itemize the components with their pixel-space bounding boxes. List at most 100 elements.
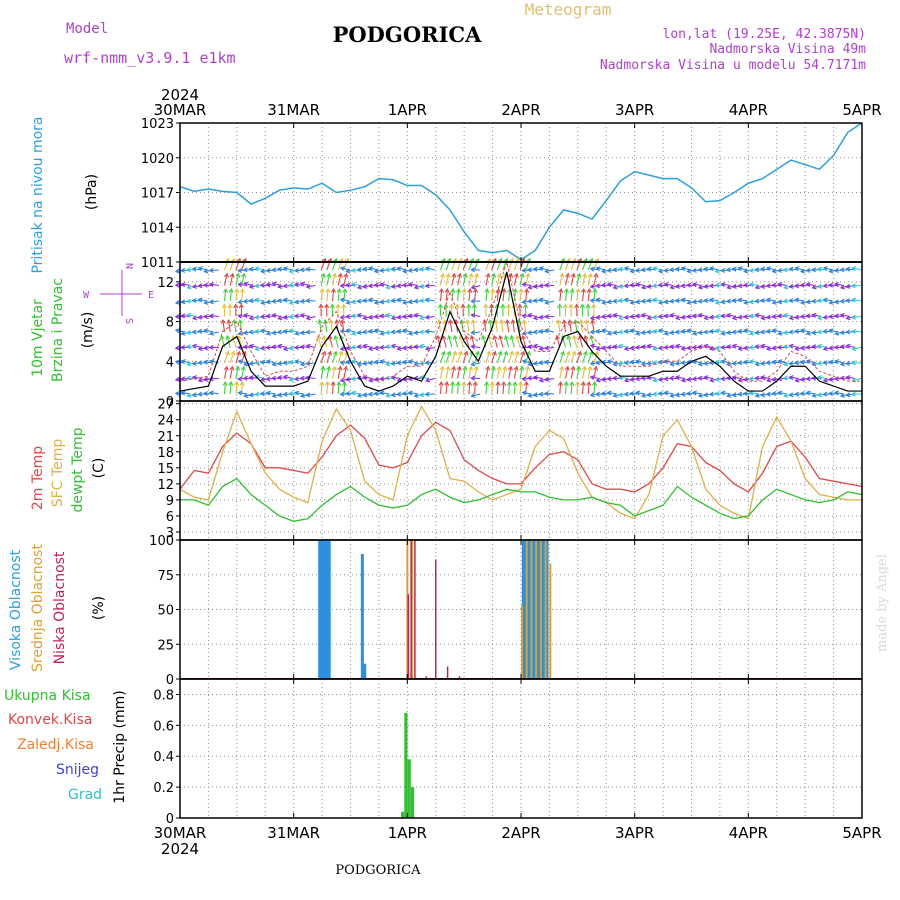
wind-arrow xyxy=(198,298,208,302)
wind-arrow-head xyxy=(277,266,282,272)
wind-arrow xyxy=(425,315,435,319)
wind-arrow-head xyxy=(407,359,414,365)
wind-arrow-head xyxy=(336,380,342,386)
wind-arrow-head xyxy=(491,350,497,356)
wind-arrow xyxy=(582,351,587,364)
wind-arrow-head xyxy=(663,376,669,382)
wind-arrow-head xyxy=(743,268,749,274)
wind-arrow xyxy=(559,273,564,286)
wind-arrow xyxy=(462,289,466,302)
y-tick-label: 9 xyxy=(166,494,174,509)
dewpt-line xyxy=(180,477,863,522)
wind-arrow-head xyxy=(221,303,227,309)
wind-arrow-head xyxy=(379,267,385,273)
wind-arrow-head xyxy=(800,299,806,305)
wind-arrow-head xyxy=(424,283,430,289)
wind-arrow-head xyxy=(521,359,527,365)
wind-arrow-head xyxy=(485,365,491,371)
wind-arrow-head xyxy=(402,314,407,320)
wind-arrow-head xyxy=(318,303,324,309)
wind-arrow-head xyxy=(197,283,203,289)
wind-arrow xyxy=(596,298,606,302)
wind-arrow xyxy=(564,381,567,395)
mid-cloud-bar xyxy=(525,540,528,679)
wind-arrow-head xyxy=(495,288,501,293)
wind-arrow-head xyxy=(754,344,760,350)
wind-arrow xyxy=(519,366,523,379)
wind-arrow-head xyxy=(341,380,348,386)
wind-arrow-head xyxy=(765,346,771,352)
wind-arrow-head xyxy=(521,390,527,396)
wind-arrow-head xyxy=(635,359,641,365)
wind-arrow-head xyxy=(748,344,754,350)
wind-arrow-head xyxy=(248,360,254,367)
wind-arrow-head xyxy=(657,359,663,365)
wind-arrow xyxy=(576,258,582,271)
wind-arrow-head xyxy=(333,334,339,340)
high-cloud-bar xyxy=(318,540,322,679)
wind-arrow-head xyxy=(464,334,470,340)
wind-arrow-head xyxy=(714,376,720,382)
wind-arrow-head xyxy=(663,313,669,319)
wind-arrow-head xyxy=(708,391,714,397)
wind-arrow-head xyxy=(794,266,800,272)
top-tick-label: 2APR xyxy=(501,101,540,119)
wind-arrow-head xyxy=(799,268,805,274)
wind-arrow-head xyxy=(737,360,743,366)
wind-arrow xyxy=(241,273,245,286)
wind-arrow-head xyxy=(203,328,209,334)
wind-arrow-head xyxy=(362,266,368,272)
wind-arrow xyxy=(570,366,575,379)
wind-arrow-head xyxy=(828,376,834,382)
wind-arrow-head xyxy=(777,282,783,288)
wind-arrow-head xyxy=(771,299,777,305)
wind-arrow-head xyxy=(811,284,817,290)
wind-arrow-head xyxy=(680,391,686,397)
wind-arrow-head xyxy=(805,390,811,396)
wind-arrow xyxy=(525,366,529,379)
wind-arrow xyxy=(508,351,513,364)
wind-arrow-head xyxy=(237,319,243,325)
wind-arrow-head xyxy=(494,303,500,309)
wind-arrow-head xyxy=(419,315,425,321)
wind-arrow-head xyxy=(503,350,509,356)
wind-arrow-head xyxy=(470,375,476,381)
wind-arrow-head xyxy=(532,360,538,366)
wind-arrow-head xyxy=(227,303,233,309)
wind-arrow xyxy=(223,289,227,302)
wind-arrow-head xyxy=(350,267,356,273)
wind-arrow-head xyxy=(686,328,692,334)
wind-arrow-head xyxy=(512,380,518,386)
compass-n: N xyxy=(123,263,134,269)
wind-arrow-head xyxy=(589,329,595,335)
model-label: Model xyxy=(66,21,108,37)
wind-arrow-head xyxy=(282,391,288,397)
wind-arrow xyxy=(559,366,563,379)
wind-arrow xyxy=(451,381,454,395)
wind-arrow xyxy=(439,273,444,286)
wind-arrow xyxy=(485,351,491,364)
wind-arrow xyxy=(369,298,379,302)
wind-arrow xyxy=(491,273,495,286)
wind-arrow xyxy=(181,283,191,287)
wind-arrow-head xyxy=(379,359,385,365)
wind-arrow-head xyxy=(385,312,391,318)
mid-cloud-bar xyxy=(411,540,414,679)
wind-arrow-head xyxy=(320,365,326,371)
wind-arrow-head xyxy=(197,391,203,397)
wind-arrow xyxy=(559,289,562,302)
wind-arrow-head xyxy=(294,330,300,336)
wind-arrow xyxy=(306,393,316,396)
wind-arrow-head xyxy=(680,297,686,303)
wind-arrow-head xyxy=(544,359,550,365)
wind-arrow-head xyxy=(765,391,771,397)
wind-arrow-head xyxy=(765,360,771,366)
wind-arrow-head xyxy=(583,334,589,340)
wind-arrow xyxy=(852,377,862,382)
wind-arrow-head xyxy=(822,297,828,303)
wind-arrow-head xyxy=(402,345,407,351)
wind-arrow-head xyxy=(569,288,575,293)
wind-arrow xyxy=(593,381,596,395)
wind-arrow-head xyxy=(811,267,817,273)
wind-arrow xyxy=(439,351,445,364)
